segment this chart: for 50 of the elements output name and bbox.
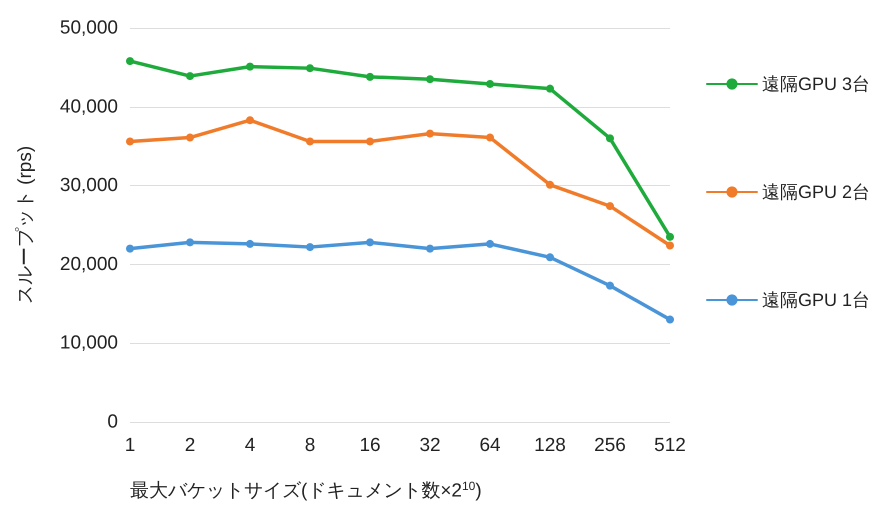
point [546, 84, 554, 93]
x-tick-label: 8 [304, 435, 316, 456]
legend-label: 遠隔GPU 3台 [762, 74, 870, 94]
legend-label: 遠隔GPU 2台 [762, 182, 870, 202]
point [246, 116, 254, 124]
point [486, 240, 494, 248]
point [126, 137, 134, 146]
point [186, 134, 194, 142]
x-tick-label: 64 [479, 435, 501, 456]
x-tick-label: 16 [359, 435, 381, 456]
y-tick-label: 20,000 [60, 254, 118, 275]
point [546, 253, 554, 262]
point [366, 137, 374, 146]
y-tick-label: 50,000 [60, 18, 118, 38]
x-tick-label: 2 [184, 435, 196, 456]
point [246, 62, 254, 71]
point [186, 238, 194, 246]
point [246, 240, 254, 248]
point [306, 64, 314, 72]
point [666, 232, 674, 241]
point [126, 57, 134, 66]
point [546, 180, 554, 189]
point [666, 316, 674, 324]
point [366, 72, 374, 81]
point [426, 244, 434, 253]
point [606, 134, 614, 142]
point [486, 80, 494, 88]
y-tick-label: 40,000 [60, 96, 118, 118]
y-tick-label: 0 [107, 412, 118, 432]
x-tick-label: 4 [244, 435, 256, 456]
point [606, 202, 614, 210]
y-tick-label: 10,000 [60, 332, 118, 354]
x-tick-label: 32 [419, 435, 441, 456]
point [666, 241, 674, 250]
point [426, 75, 434, 84]
x-tick-label: 256 [594, 435, 626, 456]
x-tick-label: 128 [534, 435, 566, 456]
point [366, 238, 374, 246]
y-axis-title: スループット (rps) [15, 146, 36, 304]
point [426, 130, 434, 138]
point [126, 244, 134, 253]
point [306, 137, 314, 146]
point [486, 134, 494, 142]
x-tick-label: 1 [124, 435, 136, 456]
y-tick-label: 30,000 [60, 175, 118, 196]
legend-label: 遠隔GPU 1台 [762, 290, 870, 310]
point [306, 243, 314, 252]
x-tick-label: 512 [654, 435, 686, 456]
point [606, 282, 614, 290]
point [186, 72, 194, 80]
